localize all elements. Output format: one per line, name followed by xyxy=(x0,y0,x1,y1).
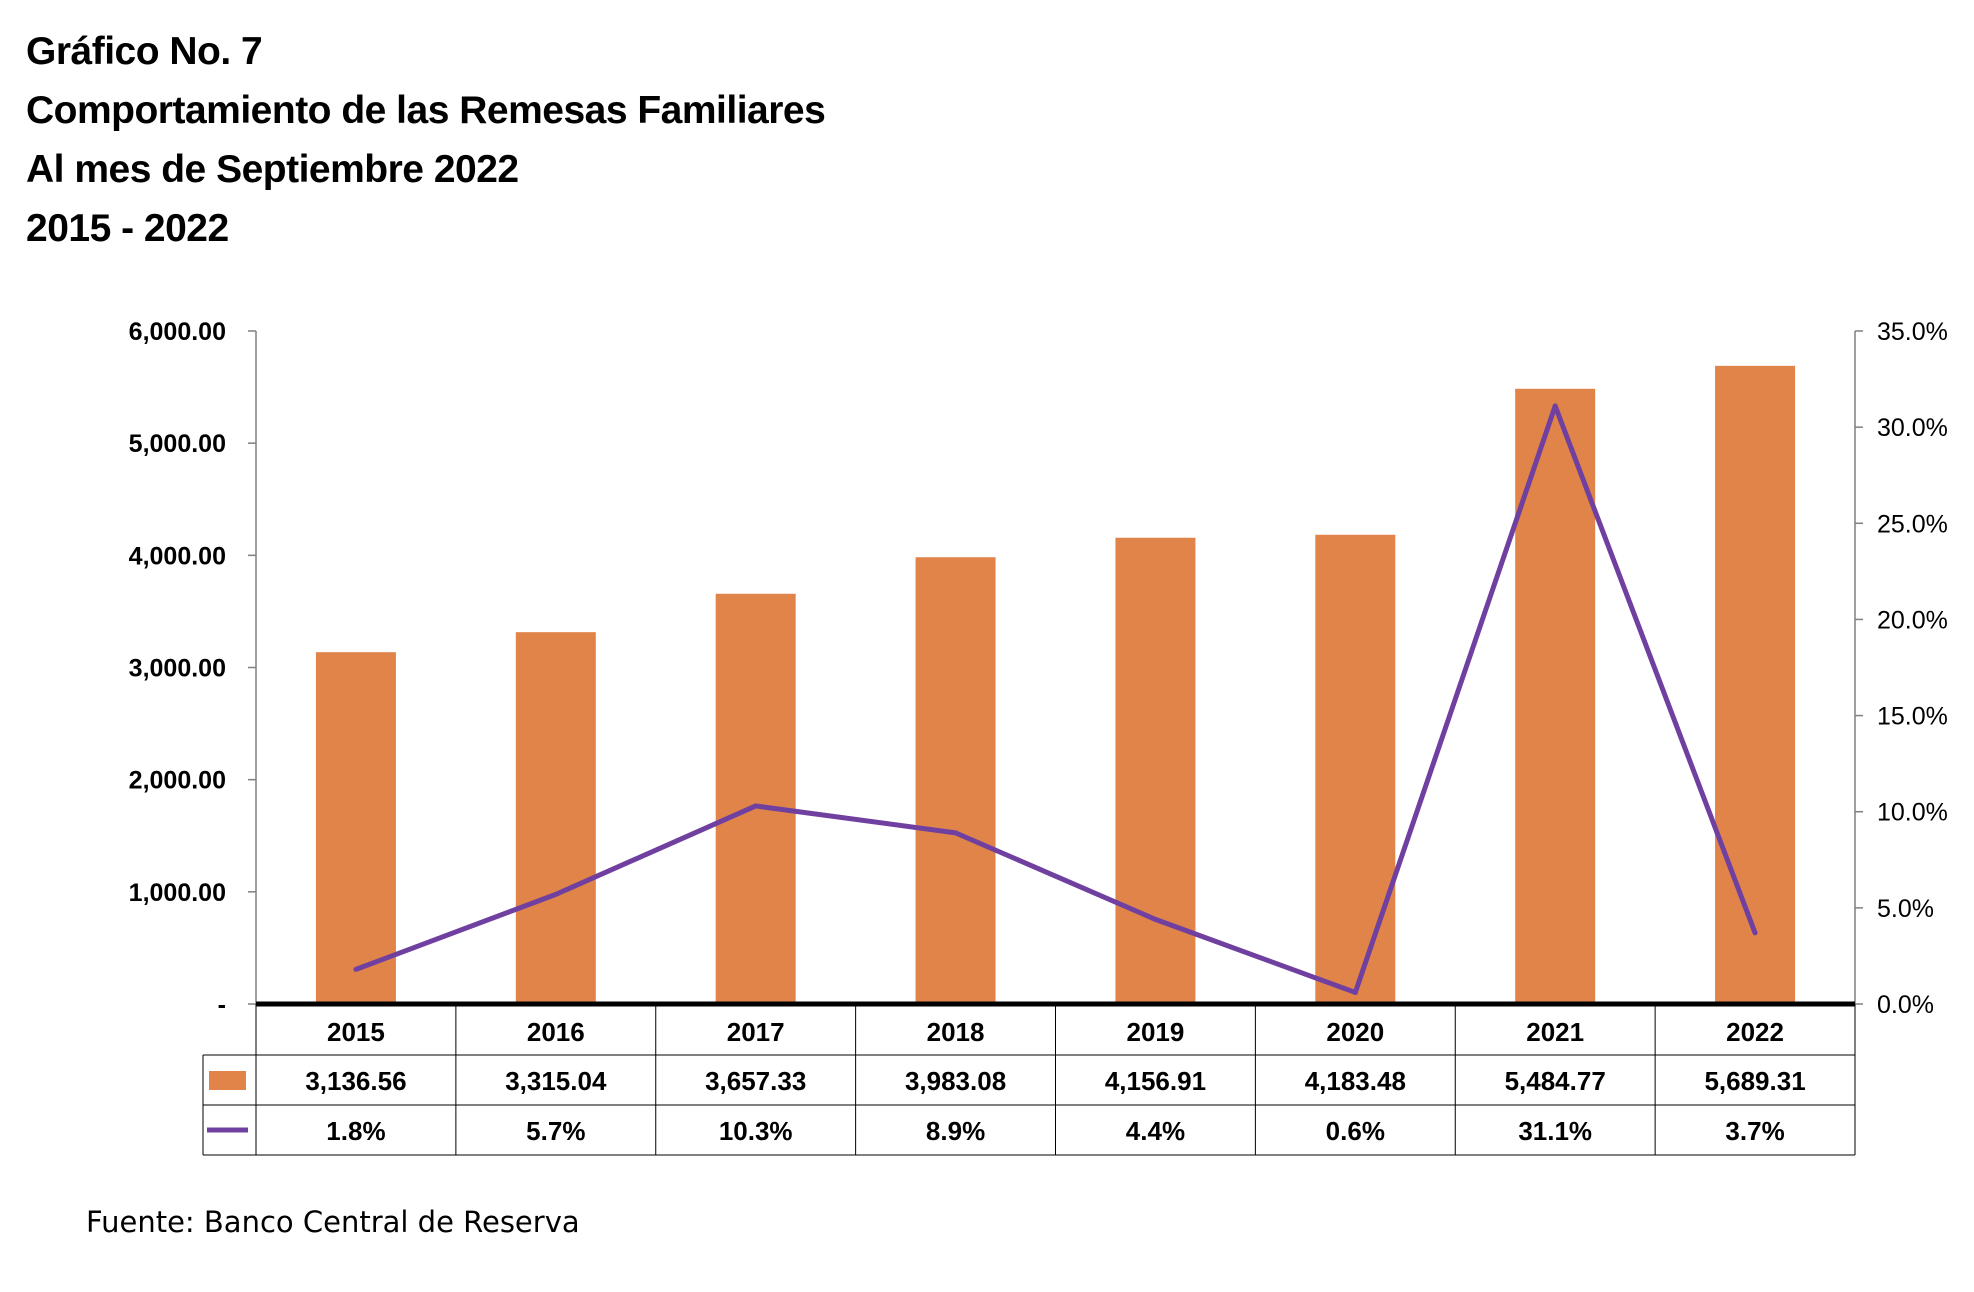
table-bar-value: 4,183.48 xyxy=(1305,1066,1406,1096)
table-line-value: 10.3% xyxy=(719,1116,793,1146)
growth-point-2016 xyxy=(553,891,559,897)
chart-title-3: Al mes de Septiembre 2022 xyxy=(26,148,519,191)
left-axis-tick-label: 1,000.00 xyxy=(129,879,226,907)
bar-2017 xyxy=(715,593,796,1004)
table-line-value: 4.4% xyxy=(1126,1116,1185,1146)
table-line-value: 8.9% xyxy=(926,1116,985,1146)
left-axis-tick-label: 4,000.00 xyxy=(129,542,226,570)
growth-point-2018 xyxy=(953,830,959,836)
table-line-value: 1.8% xyxy=(326,1116,385,1146)
bar-2019 xyxy=(1115,537,1196,1004)
bar-2016 xyxy=(515,632,596,1004)
bar-2022 xyxy=(1715,365,1796,1004)
left-axis-tick-label: 3,000.00 xyxy=(129,655,226,683)
table-bar-value: 3,315.04 xyxy=(505,1066,607,1096)
right-axis-tick-label: 20.0% xyxy=(1877,606,1948,634)
table-bar-value: 5,689.31 xyxy=(1704,1066,1805,1096)
right-axis-tick-label: 0.0% xyxy=(1877,991,1934,1019)
x-tick-label: 2020 xyxy=(1326,1017,1384,1047)
right-axis-tick-label: 30.0% xyxy=(1877,414,1948,442)
table-line-value: 0.6% xyxy=(1326,1116,1385,1146)
right-axis-tick-label: 25.0% xyxy=(1877,510,1948,538)
x-tick-label: 2017 xyxy=(727,1017,785,1047)
bar-2018 xyxy=(915,557,996,1004)
chart-titles: Gráfico No. 7 Comportamiento de las Reme… xyxy=(26,22,826,258)
table-bar-value: 3,657.33 xyxy=(705,1066,806,1096)
table-bar-value: 3,136.56 xyxy=(305,1066,406,1096)
source-note: Fuente: Banco Central de Reserva xyxy=(86,1205,580,1239)
growth-point-2021 xyxy=(1552,403,1558,409)
bar-2015 xyxy=(315,652,396,1004)
left-axis-tick-label: 6,000.00 xyxy=(129,318,226,346)
right-axis-tick-label: 35.0% xyxy=(1877,318,1948,346)
growth-line-series xyxy=(355,403,1758,995)
right-axis-tick-label: 15.0% xyxy=(1877,703,1948,731)
right-axis-tick-label: 5.0% xyxy=(1877,895,1934,923)
growth-point-2020 xyxy=(1352,989,1358,995)
table-line-value: 3.7% xyxy=(1725,1116,1784,1146)
left-axis-tick-label: - xyxy=(218,991,226,1019)
x-tick-label: 2018 xyxy=(927,1017,985,1047)
bar-2020 xyxy=(1315,534,1396,1004)
chart-title-4: 2015 - 2022 xyxy=(26,207,229,250)
legend-key-bars xyxy=(209,1071,246,1090)
table-bar-value: 4,156.91 xyxy=(1105,1066,1206,1096)
x-tick-label: 2019 xyxy=(1127,1017,1185,1047)
growth-point-2022 xyxy=(1752,930,1758,936)
growth-point-2019 xyxy=(1152,916,1158,922)
right-axis-tick-label: 10.0% xyxy=(1877,799,1948,827)
chart-title-1: Gráfico No. 7 xyxy=(26,30,263,73)
table-line-value: 31.1% xyxy=(1518,1116,1592,1146)
x-tick-label: 2021 xyxy=(1526,1017,1584,1047)
left-axis-tick-label: 5,000.00 xyxy=(129,430,226,458)
x-tick-label: 2022 xyxy=(1726,1017,1784,1047)
table-bar-value: 3,983.08 xyxy=(905,1066,1006,1096)
chart-title-2: Comportamiento de las Remesas Familiares xyxy=(26,89,826,132)
table-line-value: 5.7% xyxy=(526,1116,585,1146)
left-axis-tick-label: 2,000.00 xyxy=(129,767,226,795)
growth-point-2015 xyxy=(353,966,359,972)
x-tick-label: 2015 xyxy=(327,1017,385,1047)
growth-point-2017 xyxy=(753,803,759,809)
table-bar-value: 5,484.77 xyxy=(1505,1066,1606,1096)
x-tick-label: 2016 xyxy=(527,1017,585,1047)
